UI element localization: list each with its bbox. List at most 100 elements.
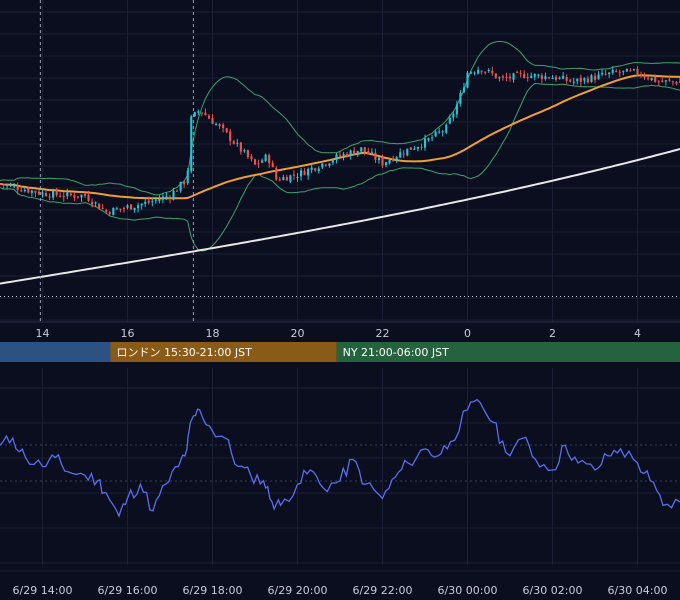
candle-body xyxy=(23,189,26,192)
candle-body xyxy=(370,152,373,154)
candle-body xyxy=(586,78,589,83)
candle-body xyxy=(299,170,303,177)
candle-body xyxy=(498,77,501,79)
candle-body xyxy=(413,148,416,150)
date-tick-label: 6/30 04:00 xyxy=(608,584,668,597)
candle-body xyxy=(69,193,72,196)
time-tick-label: 20 xyxy=(291,327,305,340)
candle-body xyxy=(9,184,12,186)
candle-body xyxy=(423,138,427,148)
candle-body xyxy=(353,150,356,155)
session-bar: ロンドン 15:30-21:00 JST NY 21:00-06:00 JST xyxy=(0,342,680,362)
candle-body xyxy=(565,77,568,81)
date-tick-label: 6/29 16:00 xyxy=(98,584,158,597)
candle-body xyxy=(625,68,628,72)
candle-body xyxy=(137,205,140,209)
candle-body xyxy=(165,196,168,198)
candle-body xyxy=(0,183,2,185)
candle-body xyxy=(579,77,582,82)
candle-body xyxy=(144,201,147,204)
candle-body xyxy=(377,157,381,161)
candle-body xyxy=(484,71,487,73)
candle-body xyxy=(604,73,607,75)
time-tick-label: 0 xyxy=(464,327,471,340)
candle-body xyxy=(346,153,349,157)
candle-body xyxy=(576,78,579,82)
time-tick-label: 4 xyxy=(634,327,641,340)
candle-body xyxy=(402,153,405,155)
candle-body xyxy=(140,203,143,206)
candle-body xyxy=(98,203,101,209)
candle-body xyxy=(360,147,363,152)
candle-body xyxy=(122,208,126,210)
candle-body xyxy=(338,155,342,157)
candle-body xyxy=(331,160,334,163)
candle-body xyxy=(381,157,384,166)
time-tick-label: 16 xyxy=(121,327,135,340)
candle-body xyxy=(321,163,324,168)
candle-body xyxy=(186,170,189,184)
candle-body xyxy=(636,68,639,75)
candle-body xyxy=(207,115,211,119)
candle-body xyxy=(445,124,448,133)
candle-body xyxy=(200,112,203,114)
candle-body xyxy=(257,163,260,165)
candle-body xyxy=(462,87,466,93)
candle-body xyxy=(101,207,104,209)
candle-body xyxy=(622,70,625,72)
candle-body xyxy=(119,208,122,210)
candle-body xyxy=(434,131,437,137)
candle-body xyxy=(473,72,476,74)
candle-body xyxy=(6,184,9,186)
candle-body xyxy=(583,78,586,81)
candle-body xyxy=(218,124,221,126)
candle-body xyxy=(20,190,23,192)
candle-body xyxy=(668,79,671,81)
date-tick-label: 6/29 18:00 xyxy=(183,584,243,597)
candle-body xyxy=(639,75,643,77)
candle-body xyxy=(91,201,94,205)
candle-body xyxy=(427,138,430,141)
candle-body xyxy=(307,168,310,176)
candle-body xyxy=(452,113,455,118)
candle-body xyxy=(161,196,164,200)
candle-body xyxy=(261,160,264,163)
candle-body xyxy=(349,150,352,157)
candle-body xyxy=(416,147,419,149)
candle-body xyxy=(16,186,19,191)
price-grid xyxy=(0,0,680,322)
candle-body xyxy=(406,148,409,156)
candle-body xyxy=(611,70,614,73)
candle-body xyxy=(632,69,636,71)
candle-body xyxy=(629,70,632,72)
candle-body xyxy=(601,72,604,75)
candle-body xyxy=(310,167,313,170)
candle-body xyxy=(275,168,278,180)
candle-body xyxy=(41,192,44,195)
candle-body xyxy=(154,199,157,201)
candle-body xyxy=(558,77,561,79)
candle-body xyxy=(519,73,522,75)
time-tick-label: 14 xyxy=(36,327,50,340)
candle-body xyxy=(229,131,232,141)
candle-body xyxy=(431,137,434,139)
candle-body xyxy=(30,190,33,193)
candle-body xyxy=(466,72,469,88)
candle-body xyxy=(52,190,55,198)
candle-body xyxy=(268,155,271,164)
candle-body xyxy=(324,164,327,166)
candle-body xyxy=(551,77,554,80)
candle-body xyxy=(34,190,37,193)
candle-body xyxy=(87,194,90,201)
candle-body xyxy=(441,131,444,133)
candle-body xyxy=(420,146,423,148)
candle-body xyxy=(477,69,480,74)
candle-body xyxy=(395,157,398,160)
session-band xyxy=(110,342,337,362)
candle-body xyxy=(572,81,575,83)
candle-body xyxy=(356,150,359,155)
candle-body xyxy=(289,175,292,182)
candle-body xyxy=(314,168,317,171)
candle-body xyxy=(455,104,458,115)
